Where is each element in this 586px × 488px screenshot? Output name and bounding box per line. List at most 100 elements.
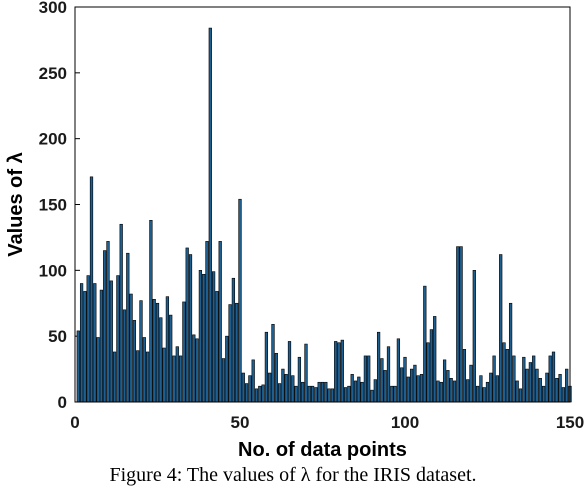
bar <box>287 341 292 403</box>
bar <box>182 301 186 403</box>
bar <box>258 385 262 403</box>
bar <box>565 368 569 403</box>
bar <box>406 376 410 403</box>
bar <box>281 368 285 403</box>
bar <box>268 372 272 403</box>
bar <box>320 381 325 403</box>
bar <box>136 350 140 403</box>
bar <box>132 320 137 403</box>
y-tick-label: 100 <box>39 261 67 280</box>
bar <box>79 283 84 403</box>
bar <box>479 375 483 403</box>
bar <box>106 241 110 403</box>
bar <box>337 342 341 403</box>
bar <box>472 270 476 403</box>
bar <box>419 374 424 403</box>
bar <box>376 331 381 403</box>
bar <box>518 388 523 403</box>
y-tick-label: 0 <box>58 393 67 412</box>
bar <box>429 329 434 403</box>
bar <box>248 375 252 403</box>
y-tick-label: 250 <box>39 64 67 83</box>
bar <box>555 377 559 403</box>
bar <box>515 380 519 403</box>
bar <box>244 383 249 403</box>
bar <box>400 367 404 403</box>
bar <box>304 343 308 403</box>
bar <box>284 374 288 403</box>
bar <box>126 252 130 403</box>
bar <box>261 384 265 403</box>
bar <box>426 342 430 403</box>
bar <box>324 381 328 403</box>
bar <box>469 364 473 403</box>
bar <box>218 241 222 403</box>
bar <box>317 381 321 403</box>
bar <box>436 380 440 403</box>
x-axis-label: No. of data points <box>238 439 407 461</box>
bar <box>89 176 94 403</box>
bar <box>129 293 133 403</box>
bar <box>116 275 120 403</box>
bar <box>211 271 216 403</box>
bar <box>103 250 107 403</box>
bar <box>235 302 239 403</box>
bar <box>558 374 562 403</box>
bar <box>334 341 338 403</box>
bar <box>330 388 335 403</box>
bar <box>466 379 470 403</box>
bar <box>202 273 206 403</box>
bar <box>532 355 536 403</box>
bar <box>277 383 282 403</box>
y-axis-label: Values of λ <box>5 152 27 257</box>
bar <box>274 352 278 403</box>
bar <box>112 351 117 403</box>
figure-caption: Figure 4: The values of λ for the IRIS d… <box>109 464 477 486</box>
bar <box>449 377 453 403</box>
bar <box>93 283 97 403</box>
bar <box>340 339 344 403</box>
bar <box>145 351 150 403</box>
bar <box>297 356 302 403</box>
bar <box>109 280 113 403</box>
bar <box>370 389 374 403</box>
bar <box>452 380 457 403</box>
bar <box>155 302 160 403</box>
bar <box>390 385 394 403</box>
bar <box>357 376 361 403</box>
bar <box>83 291 87 403</box>
bar <box>347 385 351 403</box>
bar <box>561 387 566 403</box>
bar <box>416 375 420 403</box>
bar <box>205 241 209 403</box>
bar <box>215 291 219 403</box>
bar <box>396 338 401 403</box>
y-tick-label: 50 <box>48 327 67 346</box>
bar <box>403 356 407 403</box>
bar <box>208 27 212 403</box>
bar <box>350 374 354 403</box>
bar <box>409 368 414 403</box>
bar <box>525 368 529 403</box>
bar <box>165 296 170 403</box>
bar <box>446 370 450 403</box>
bar <box>192 334 196 403</box>
bar <box>225 335 229 403</box>
bar <box>367 355 371 403</box>
bar <box>495 375 500 403</box>
bar <box>380 358 384 403</box>
bar <box>505 349 509 403</box>
bar <box>251 359 255 403</box>
bar <box>195 338 199 403</box>
plot-area-frame <box>74 6 571 403</box>
bar <box>413 364 417 403</box>
bar <box>343 387 348 403</box>
bar <box>502 342 506 403</box>
bar <box>541 385 546 403</box>
bar <box>231 277 236 403</box>
bar <box>152 298 156 403</box>
bar <box>96 337 100 403</box>
bar <box>360 381 364 403</box>
bar <box>433 316 437 403</box>
bar <box>439 381 443 403</box>
